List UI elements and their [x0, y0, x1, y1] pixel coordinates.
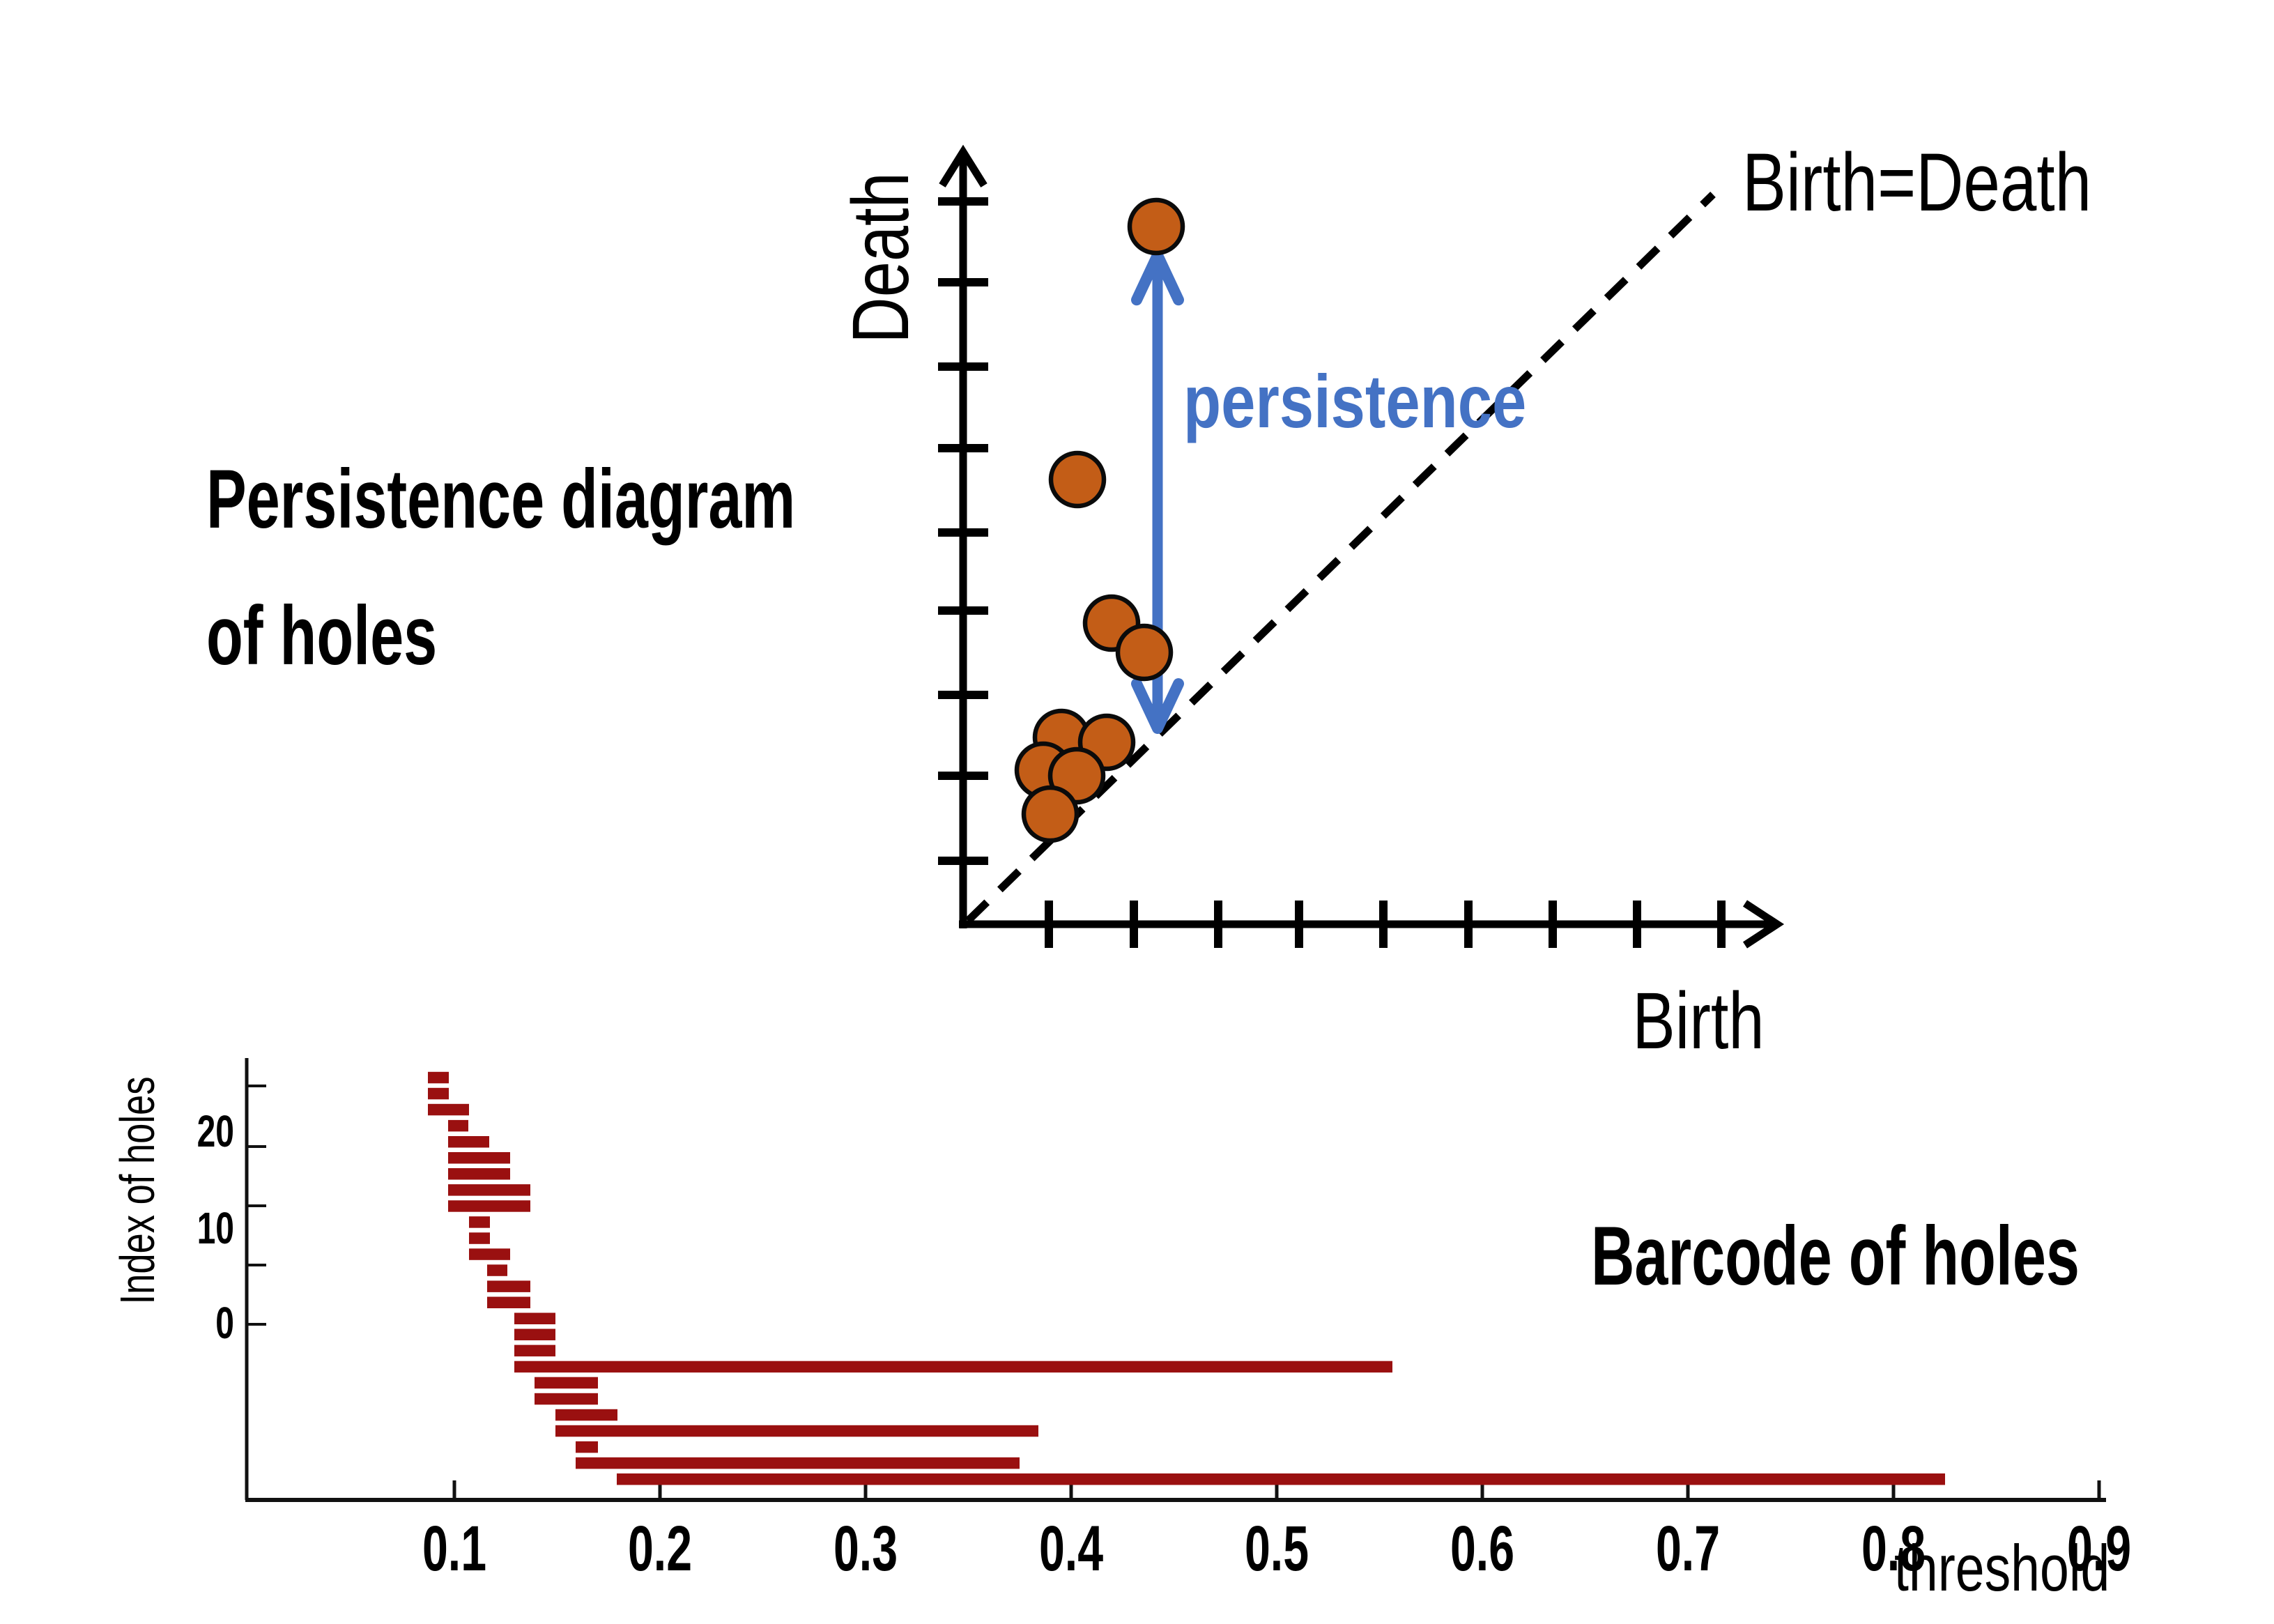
- barcode-x-tick-label: 0.7: [1655, 1513, 1721, 1584]
- threshold-axis-label: threshold: [1894, 1531, 2110, 1604]
- diagonal-line-label: Birth=Death: [1742, 137, 2092, 229]
- barcode-title: Barcode of holes: [1591, 1209, 2080, 1303]
- barcode-y-tick-label: 0: [215, 1298, 234, 1348]
- barcode-x-tick-label: 0.9: [2066, 1513, 2132, 1584]
- birth-axis-label: Birth: [1632, 976, 1765, 1066]
- barcode-x-tick-label: 0.2: [627, 1513, 693, 1584]
- barcode-x-tick-label: 0.6: [1450, 1513, 1515, 1584]
- persistence-diagram-title-line2: of holes: [206, 589, 438, 682]
- barcode-x-tick-label: 0.8: [1861, 1513, 1926, 1584]
- barcode-y-tick-label: 10: [197, 1203, 234, 1253]
- barcode-x-tick-label: 0.4: [1038, 1513, 1104, 1584]
- persistence-diagram-title-line1: Persistence diagram: [206, 452, 796, 546]
- barcode-x-tick-label: 0.5: [1244, 1513, 1309, 1584]
- death-axis-label: Death: [836, 172, 925, 344]
- barcode-x-tick-label: 0.1: [422, 1513, 487, 1584]
- persistence-diagram-title: Persistence diagram of holes: [206, 431, 795, 704]
- index-of-holes-axis-label: Index of holes: [110, 1076, 164, 1305]
- barcode-y-tick-label: 20: [197, 1106, 234, 1156]
- barcode-x-tick-label: 0.3: [833, 1513, 898, 1584]
- persistence-annotation: persistence: [1183, 359, 1527, 443]
